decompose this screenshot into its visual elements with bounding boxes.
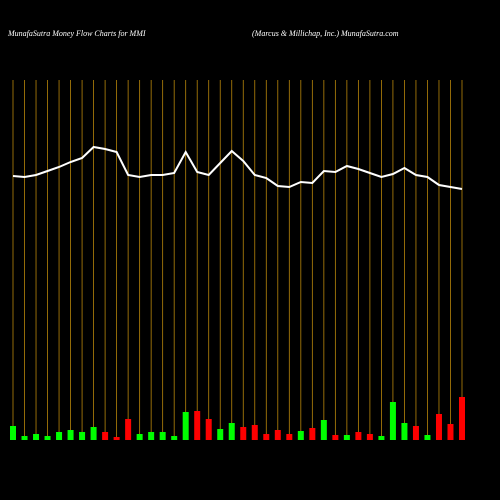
- bar: [297, 431, 304, 440]
- bar: [194, 411, 201, 440]
- bar: [401, 423, 408, 440]
- bar: [205, 419, 212, 440]
- bar: [90, 427, 97, 440]
- bar: [159, 432, 166, 440]
- bar: [343, 435, 350, 440]
- chart-title: MunafaSutra Money Flow Charts for MMI: [7, 29, 146, 38]
- bar: [320, 420, 327, 440]
- bar: [366, 434, 373, 440]
- bar: [435, 414, 442, 440]
- bar: [355, 432, 362, 440]
- bar: [217, 429, 224, 440]
- bar: [286, 434, 293, 440]
- bar: [125, 419, 132, 440]
- bar: [56, 432, 63, 440]
- bar: [182, 412, 189, 440]
- bar: [412, 426, 419, 440]
- bar: [309, 428, 316, 440]
- bar: [447, 424, 454, 440]
- money-flow-line: [12, 145, 463, 190]
- bar: [240, 427, 247, 440]
- bar: [263, 434, 270, 440]
- bar: [424, 435, 431, 440]
- bar: [102, 432, 109, 440]
- bar: [251, 425, 258, 440]
- chart-subtitle: (Marcus & Millichap, Inc.) MunafaSutra.c…: [252, 29, 399, 38]
- bar: [171, 436, 178, 440]
- bar: [21, 436, 28, 440]
- bar: [459, 397, 465, 440]
- bar: [389, 402, 396, 440]
- bar: [113, 437, 120, 440]
- bar: [10, 426, 16, 440]
- bar: [378, 436, 385, 440]
- bar: [67, 430, 74, 440]
- bar: [228, 423, 235, 440]
- bar: [79, 432, 86, 440]
- bar: [136, 434, 143, 440]
- bar: [148, 432, 155, 440]
- bar: [33, 434, 40, 440]
- bar: [274, 430, 281, 440]
- bar: [44, 436, 51, 440]
- bar: [332, 435, 339, 440]
